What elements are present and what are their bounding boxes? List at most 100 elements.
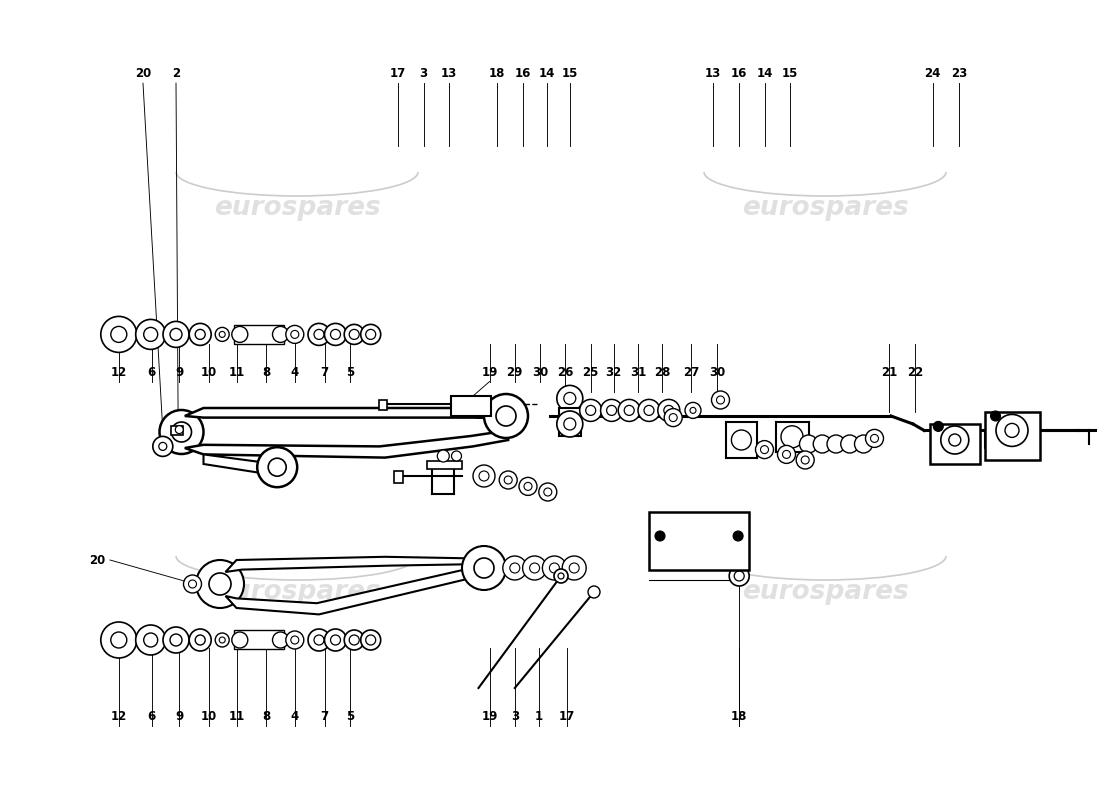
Circle shape: [813, 435, 832, 453]
Circle shape: [855, 435, 872, 453]
Circle shape: [308, 323, 330, 346]
Circle shape: [557, 386, 583, 411]
Circle shape: [170, 634, 182, 646]
Circle shape: [539, 483, 557, 501]
Text: 10: 10: [201, 366, 217, 378]
Bar: [427, 461, 462, 469]
Circle shape: [729, 566, 749, 586]
Circle shape: [940, 426, 969, 454]
Circle shape: [462, 546, 506, 590]
Circle shape: [496, 406, 516, 426]
Text: 20: 20: [89, 554, 104, 566]
Circle shape: [451, 451, 462, 461]
Text: 9: 9: [175, 710, 184, 722]
Circle shape: [712, 391, 729, 409]
Circle shape: [163, 627, 189, 653]
Circle shape: [732, 430, 751, 450]
Circle shape: [734, 571, 745, 581]
Circle shape: [286, 631, 304, 649]
Text: 12: 12: [111, 710, 126, 722]
Circle shape: [601, 399, 623, 422]
Circle shape: [800, 435, 817, 453]
Circle shape: [504, 476, 513, 484]
Circle shape: [101, 622, 136, 658]
Circle shape: [290, 330, 299, 338]
Circle shape: [361, 325, 381, 344]
Circle shape: [175, 426, 184, 434]
Circle shape: [801, 456, 810, 464]
Text: 12: 12: [111, 366, 126, 378]
Text: 6: 6: [147, 710, 156, 722]
Text: 14: 14: [539, 67, 554, 80]
Text: 18: 18: [732, 710, 747, 722]
Text: 21: 21: [881, 366, 896, 378]
Circle shape: [760, 446, 769, 454]
Circle shape: [268, 458, 286, 476]
Text: 4: 4: [290, 710, 299, 722]
Circle shape: [624, 406, 635, 415]
Circle shape: [796, 451, 814, 469]
Circle shape: [503, 556, 527, 580]
Circle shape: [232, 326, 248, 342]
Text: 32: 32: [606, 366, 621, 378]
Circle shape: [1005, 423, 1019, 438]
Circle shape: [172, 422, 191, 442]
Circle shape: [232, 632, 248, 648]
Circle shape: [290, 636, 299, 644]
Circle shape: [189, 629, 211, 651]
Circle shape: [473, 465, 495, 487]
Circle shape: [756, 441, 773, 458]
Text: 4: 4: [290, 366, 299, 378]
Circle shape: [781, 426, 803, 448]
Circle shape: [216, 327, 229, 342]
Circle shape: [189, 323, 211, 346]
Circle shape: [273, 326, 288, 342]
Circle shape: [499, 471, 517, 489]
Text: 5: 5: [345, 366, 354, 378]
Circle shape: [990, 411, 1001, 421]
Text: 27: 27: [683, 366, 698, 378]
Text: 16: 16: [515, 67, 530, 80]
Circle shape: [509, 563, 520, 573]
Text: eurospares: eurospares: [741, 195, 909, 221]
Text: 10: 10: [201, 710, 217, 722]
Text: 18: 18: [490, 67, 505, 80]
Polygon shape: [226, 557, 484, 572]
Circle shape: [163, 322, 189, 347]
Text: 1: 1: [535, 710, 543, 722]
Circle shape: [361, 630, 381, 650]
Circle shape: [529, 563, 540, 573]
Circle shape: [870, 434, 879, 442]
Circle shape: [949, 434, 960, 446]
Circle shape: [658, 399, 680, 422]
Text: 14: 14: [757, 67, 772, 80]
Circle shape: [840, 435, 859, 453]
Text: 20: 20: [135, 67, 151, 80]
Circle shape: [996, 414, 1028, 446]
Circle shape: [349, 635, 360, 645]
Text: 17: 17: [390, 67, 406, 80]
Circle shape: [933, 422, 944, 431]
Circle shape: [782, 450, 791, 458]
Bar: [984, 412, 1040, 460]
Circle shape: [188, 580, 197, 588]
Circle shape: [484, 394, 528, 438]
Circle shape: [195, 635, 206, 645]
Text: 13: 13: [441, 67, 456, 80]
Circle shape: [522, 556, 547, 580]
Circle shape: [324, 323, 346, 346]
Circle shape: [562, 556, 586, 580]
Polygon shape: [226, 566, 484, 614]
Text: 31: 31: [630, 366, 646, 378]
Text: 30: 30: [532, 366, 548, 378]
Circle shape: [644, 406, 654, 415]
Text: 16: 16: [732, 67, 747, 80]
Circle shape: [716, 396, 725, 404]
Circle shape: [474, 558, 494, 578]
Circle shape: [160, 410, 204, 454]
Circle shape: [365, 330, 376, 339]
Circle shape: [101, 316, 136, 352]
Bar: [379, 400, 387, 410]
Circle shape: [524, 482, 532, 490]
Text: 2: 2: [172, 67, 180, 80]
